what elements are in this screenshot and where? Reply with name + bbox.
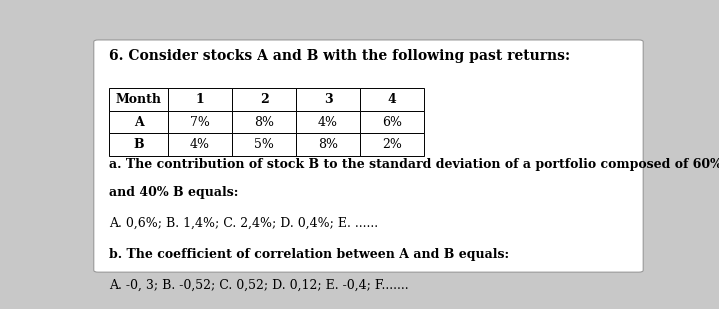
Text: 3: 3 bbox=[324, 93, 332, 106]
Text: 2%: 2% bbox=[383, 138, 402, 151]
Bar bbox=[360, 111, 424, 133]
Text: 1: 1 bbox=[196, 93, 204, 106]
Bar bbox=[232, 133, 296, 156]
Bar bbox=[109, 88, 168, 111]
Text: B: B bbox=[133, 138, 144, 151]
Text: b. The coefficient of correlation between A and B equals:: b. The coefficient of correlation betwee… bbox=[109, 248, 510, 261]
Text: A: A bbox=[134, 116, 144, 129]
Text: 5%: 5% bbox=[254, 138, 274, 151]
Bar bbox=[168, 88, 232, 111]
Text: and 40% B equals:: and 40% B equals: bbox=[109, 186, 239, 199]
Text: A. -0, 3; B. -0,52; C. 0,52; D. 0,12; E. -0,4; F.......: A. -0, 3; B. -0,52; C. 0,52; D. 0,12; E.… bbox=[109, 279, 409, 292]
Text: a. The contribution of stock B to the standard deviation of a portfolio composed: a. The contribution of stock B to the st… bbox=[109, 159, 719, 171]
Text: 4: 4 bbox=[388, 93, 397, 106]
Bar bbox=[109, 111, 168, 133]
Bar bbox=[360, 88, 424, 111]
Text: A. 0,6%; B. 1,4%; C. 2,4%; D. 0,4%; E. ......: A. 0,6%; B. 1,4%; C. 2,4%; D. 0,4%; E. .… bbox=[109, 217, 378, 230]
Text: 8%: 8% bbox=[254, 116, 274, 129]
Bar bbox=[360, 133, 424, 156]
Bar bbox=[109, 133, 168, 156]
Text: Month: Month bbox=[116, 93, 162, 106]
Text: 8%: 8% bbox=[318, 138, 338, 151]
Bar bbox=[232, 88, 296, 111]
Bar bbox=[168, 133, 232, 156]
FancyBboxPatch shape bbox=[93, 40, 644, 272]
Text: 6. Consider stocks A and B with the following past returns:: 6. Consider stocks A and B with the foll… bbox=[109, 49, 570, 63]
Bar bbox=[168, 111, 232, 133]
Bar bbox=[296, 111, 360, 133]
Text: 2: 2 bbox=[260, 93, 268, 106]
Text: 4%: 4% bbox=[190, 138, 210, 151]
Text: 7%: 7% bbox=[190, 116, 210, 129]
Bar bbox=[296, 88, 360, 111]
Text: 6%: 6% bbox=[383, 116, 402, 129]
Text: 4%: 4% bbox=[318, 116, 338, 129]
Bar bbox=[296, 133, 360, 156]
Bar bbox=[232, 111, 296, 133]
